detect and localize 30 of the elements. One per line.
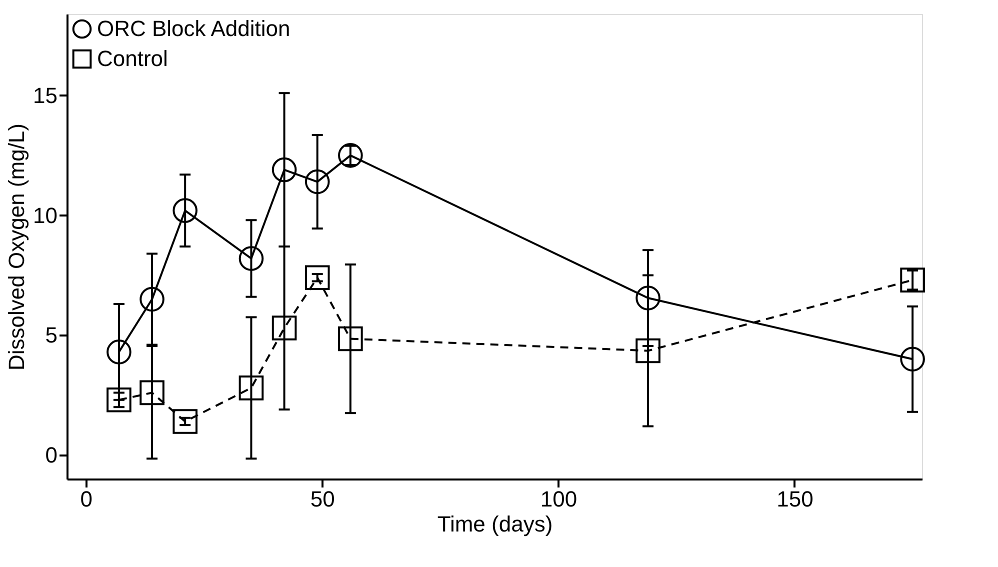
x-tick-label: 0 [80,486,93,512]
y-tick-label: 15 [33,82,58,108]
point [304,265,330,290]
point [172,198,198,223]
point [900,346,925,372]
point [172,409,198,434]
point [140,380,164,406]
point [140,286,164,312]
point [106,388,132,412]
y-tick-label: 5 [45,322,58,348]
x-axis-title: Time (days) [437,512,553,536]
legend-label: ORC Block Addition [97,16,290,41]
point [304,169,330,194]
point [238,376,264,400]
x-tick-label: 150 [776,486,814,512]
point [900,268,925,292]
point [338,326,363,352]
point [636,338,660,364]
x-tick-label: 50 [310,486,335,512]
point [636,286,660,310]
point [272,316,297,340]
y-tick-label: 10 [33,202,58,228]
legend-label: Control [97,46,168,71]
point [106,340,132,364]
y-tick-label: 0 [45,442,58,468]
point [338,143,363,168]
point [238,246,264,271]
x-tick-label: 100 [540,486,578,512]
y-axis-title: Dissolved Oxygen (mg/L) [4,124,30,370]
point [272,157,297,182]
